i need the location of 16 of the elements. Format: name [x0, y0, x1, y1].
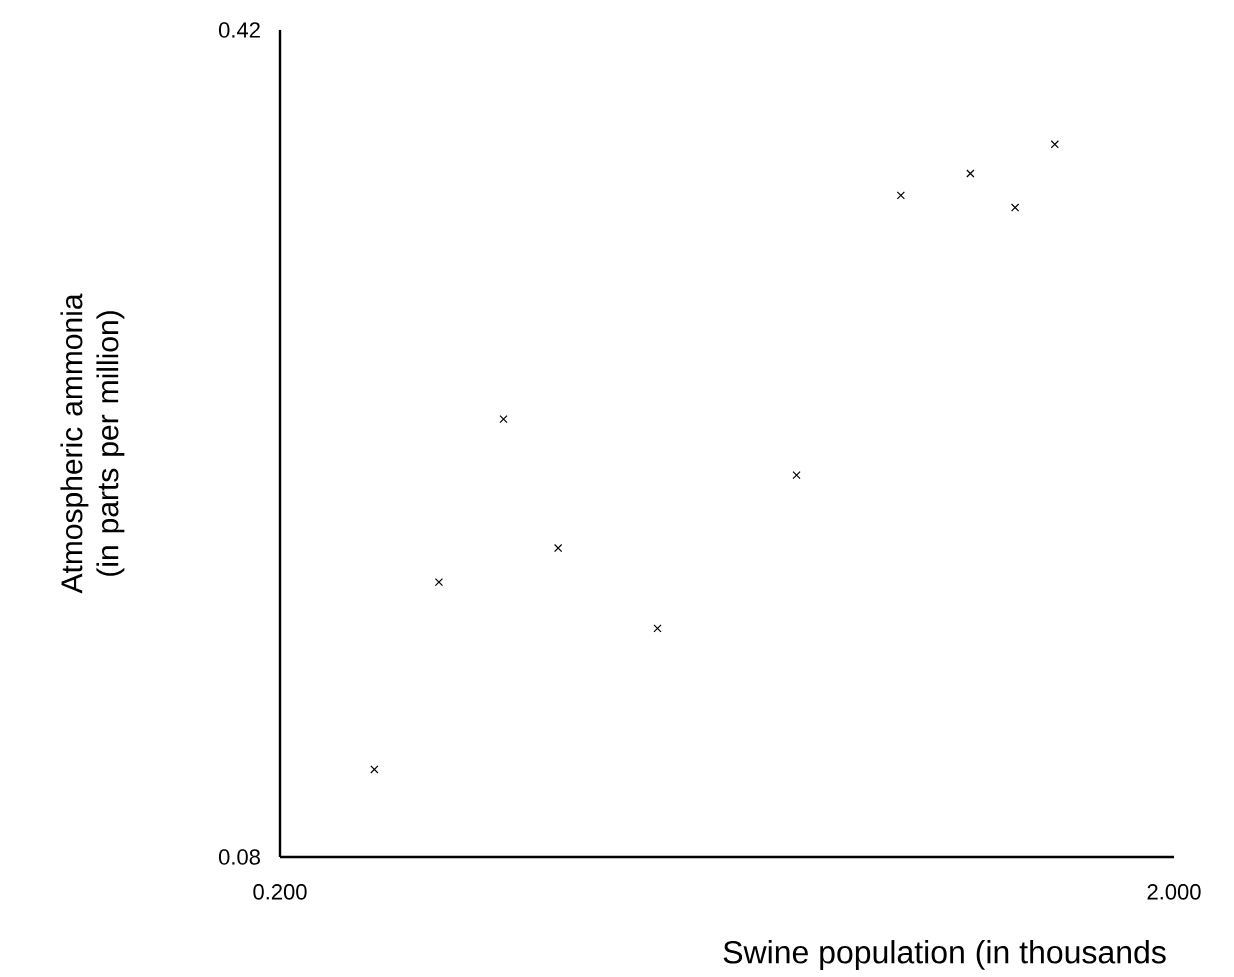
y-axis-title: Atmospheric ammonia (in parts per million) [60, 293, 125, 594]
point [1010, 203, 1020, 212]
point [434, 578, 444, 587]
y-tick-label: 0.08 [218, 849, 260, 865]
point [370, 765, 379, 774]
point [499, 415, 508, 424]
point [896, 191, 905, 200]
x-tick-label: 2.000 [1147, 884, 1201, 900]
x-tick-label: 0.200 [253, 884, 307, 900]
point [966, 169, 975, 178]
x-axis-title: Swine population (in thousands [723, 940, 1166, 970]
point [554, 543, 563, 553]
point [792, 470, 801, 480]
y-tick-label: 0.42 [218, 22, 260, 38]
point [1050, 140, 1059, 149]
point [653, 624, 662, 633]
